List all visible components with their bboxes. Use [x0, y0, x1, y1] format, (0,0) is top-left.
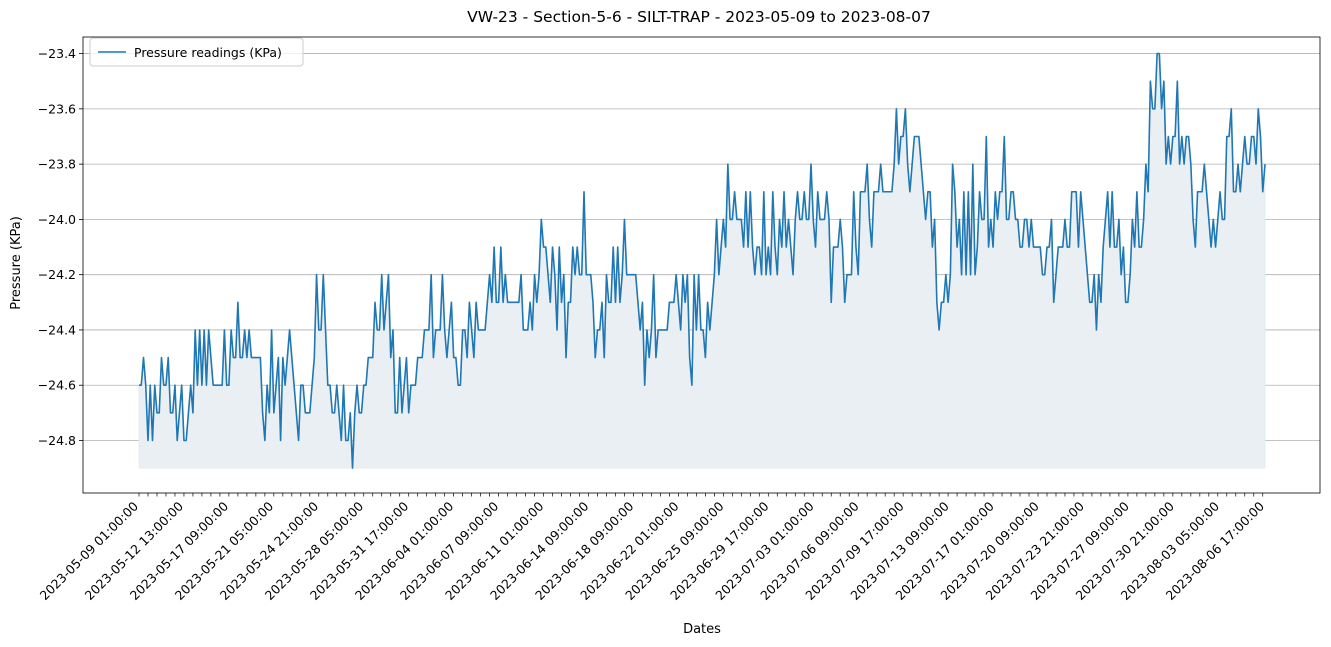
y-tick-label: −24.2 — [38, 267, 76, 282]
y-tick-label: −23.8 — [38, 157, 76, 172]
y-tick-label: −23.4 — [38, 46, 76, 61]
legend-box — [89, 37, 304, 67]
series-line — [139, 52, 1266, 469]
area-fill — [138, 53, 1266, 469]
chart-title: VW-23 - Section-5-6 - SILT-TRAP - 2023-0… — [467, 8, 931, 26]
y-axis-title: Pressure (KPa) — [9, 216, 24, 310]
y-tick-label: −24.4 — [38, 322, 76, 337]
plot-frame — [82, 36, 1321, 494]
y-tick-label: −24.0 — [38, 212, 76, 227]
legend: Pressure readings (KPa) — [89, 37, 304, 67]
plot-border — [82, 36, 1321, 494]
y-tick-label: −24.8 — [38, 433, 76, 448]
y-tick-label: −24.6 — [38, 378, 76, 393]
series-line-layer — [139, 52, 1266, 469]
y-axis-ticks: −24.8 −24.6 −24.4 −24.2 −24.0 −23.8 −23.6 −23.4 — [38, 46, 83, 448]
legend-label: Pressure readings (KPa) — [134, 45, 282, 60]
x-axis-title: Dates — [683, 622, 721, 637]
y-tick-label: −23.6 — [38, 101, 76, 116]
area-fill-path — [138, 53, 1266, 469]
